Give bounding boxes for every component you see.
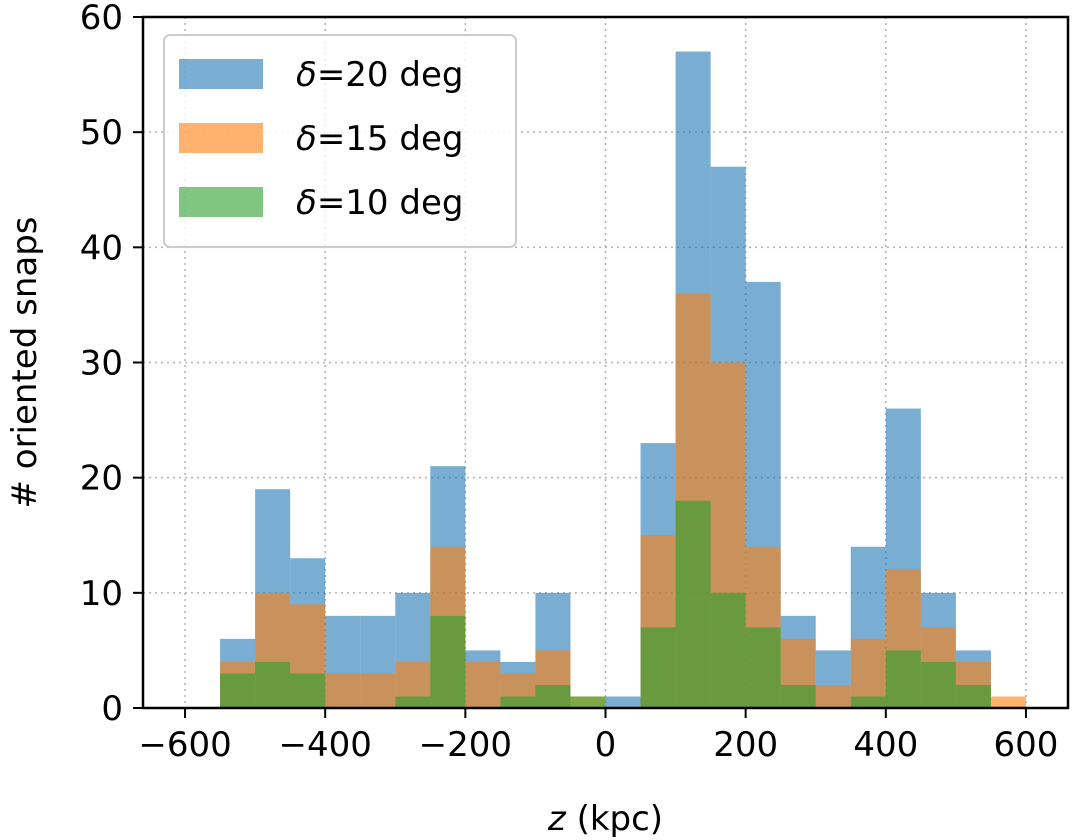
x-axis-variable: z xyxy=(547,799,567,839)
legend-label-text-2: =10 deg xyxy=(317,183,464,223)
legend-label-symbol-0: δ xyxy=(296,55,317,95)
y-tick-label-0: 0 xyxy=(101,689,123,729)
bar-series2-bin8 xyxy=(500,696,536,708)
legend-label-2: δ=10 deg xyxy=(296,183,463,223)
x-tick-label-0: −600 xyxy=(138,725,231,765)
bar-series1-bin4 xyxy=(360,673,396,708)
bar-series2-bin6 xyxy=(430,615,466,708)
bar-series2-bin15 xyxy=(745,627,781,708)
x-tick-label-2: −200 xyxy=(419,725,512,765)
x-axis-units: (kpc) xyxy=(566,799,663,839)
y-tick-label-5: 50 xyxy=(80,113,123,153)
bar-series2-bin9 xyxy=(535,684,571,708)
bar-series2-bin21 xyxy=(955,684,991,708)
y-axis-title: # oriented snaps xyxy=(5,216,45,508)
x-axis-ticks: −600 −400 −200 0 200 400 600 xyxy=(138,708,1058,765)
bar-series2-bin5 xyxy=(395,696,431,708)
bar-series1-bin22 xyxy=(990,696,1026,708)
legend-label-symbol-2: δ xyxy=(296,183,317,223)
x-tick-label-6: 600 xyxy=(994,725,1059,765)
bar-series2-bin14 xyxy=(710,592,746,708)
x-tick-label-5: 400 xyxy=(853,725,918,765)
y-tick-label-3: 30 xyxy=(80,344,123,384)
bar-series2-bin0 xyxy=(220,673,256,708)
histogram-bars xyxy=(220,51,1026,709)
x-tick-label-3: 0 xyxy=(595,725,617,765)
series-2-bars xyxy=(220,500,991,708)
x-axis-title: z (kpc) xyxy=(547,799,663,839)
y-tick-label-2: 20 xyxy=(80,459,123,499)
bar-series2-bin16 xyxy=(780,684,816,708)
legend-label-1: δ=15 deg xyxy=(296,119,463,159)
x-tick-label-1: −400 xyxy=(279,725,372,765)
legend-swatch-0 xyxy=(179,59,263,89)
bar-series1-bin7 xyxy=(465,661,501,708)
bar-series1-bin17 xyxy=(815,684,851,708)
bar-series0-bin11 xyxy=(605,696,641,708)
bar-series2-bin18 xyxy=(850,696,886,708)
y-tick-label-6: 60 xyxy=(80,0,123,38)
bar-series2-bin12 xyxy=(640,627,676,708)
y-tick-label-4: 40 xyxy=(80,228,123,268)
bar-series2-bin13 xyxy=(675,500,711,708)
y-axis-ticks: 0 10 20 30 40 50 60 xyxy=(80,0,143,729)
legend-label-symbol-1: δ xyxy=(296,119,317,159)
legend-label-text-0: =20 deg xyxy=(317,55,464,95)
y-tick-label-1: 10 xyxy=(80,574,123,614)
legend-swatch-2 xyxy=(179,187,263,217)
bar-series2-bin19 xyxy=(885,650,921,708)
legend-swatch-1 xyxy=(179,123,263,153)
legend-label-text-1: =15 deg xyxy=(317,119,464,159)
x-tick-label-4: 200 xyxy=(713,725,778,765)
bar-series2-bin2 xyxy=(290,673,326,708)
bar-series2-bin20 xyxy=(920,661,956,708)
bar-series2-bin10 xyxy=(570,696,606,708)
bar-series2-bin1 xyxy=(255,661,291,708)
legend-label-0: δ=20 deg xyxy=(296,55,463,95)
bar-series1-bin3 xyxy=(325,673,361,708)
